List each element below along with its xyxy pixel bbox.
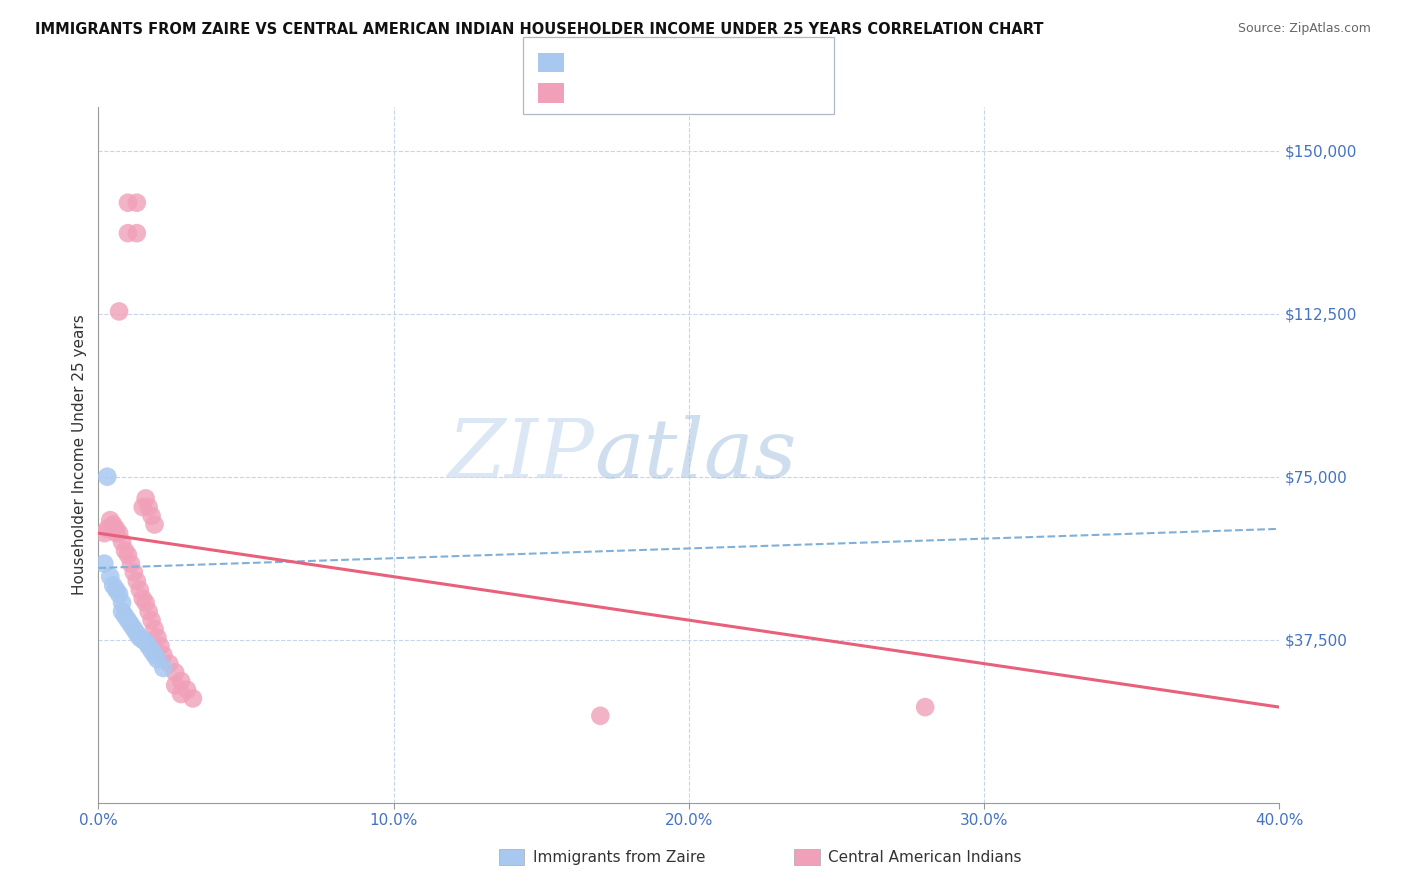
Text: 36: 36: [716, 87, 735, 101]
Point: [170, 674, 193, 689]
Point: [138, 605, 160, 619]
Point: [138, 639, 160, 653]
Text: R =: R =: [575, 87, 606, 101]
Point: [114, 543, 136, 558]
Point: [122, 622, 145, 636]
Text: N =: N =: [676, 87, 709, 101]
Point: [589, 708, 612, 723]
Point: [108, 526, 131, 541]
Text: IMMIGRANTS FROM ZAIRE VS CENTRAL AMERICAN INDIAN HOUSEHOLDER INCOME UNDER 25 YEA: IMMIGRANTS FROM ZAIRE VS CENTRAL AMERICA…: [35, 22, 1043, 37]
Point: [111, 596, 134, 610]
Point: [128, 631, 150, 645]
Point: [143, 622, 166, 636]
Point: [152, 648, 174, 662]
Point: [914, 700, 936, 714]
Text: atlas: atlas: [595, 415, 797, 495]
Point: [103, 517, 125, 532]
Text: Central American Indians: Central American Indians: [828, 850, 1022, 864]
Point: [98, 513, 121, 527]
Point: [132, 632, 155, 647]
Point: [93, 557, 115, 571]
Point: [165, 665, 187, 680]
Point: [146, 652, 169, 666]
Point: [143, 648, 166, 662]
Point: [152, 661, 174, 675]
Point: [117, 548, 139, 562]
Point: [117, 226, 139, 240]
Point: [96, 469, 118, 483]
Point: [105, 522, 128, 536]
Point: [132, 500, 155, 514]
Point: [146, 631, 169, 645]
Point: [108, 587, 131, 601]
Point: [157, 657, 180, 671]
Point: [141, 508, 163, 523]
Point: [108, 304, 131, 318]
Point: [125, 226, 148, 240]
Point: [138, 500, 160, 514]
Point: [181, 691, 204, 706]
Point: [98, 570, 121, 584]
Text: R =: R =: [575, 56, 606, 71]
Point: [141, 613, 163, 627]
Point: [135, 491, 157, 506]
Point: [96, 522, 118, 536]
Point: [141, 643, 163, 657]
Point: [143, 517, 166, 532]
Point: [125, 195, 148, 210]
Point: [114, 608, 136, 623]
Point: [111, 535, 134, 549]
Point: [135, 635, 157, 649]
Text: ZIP: ZIP: [447, 415, 595, 495]
Point: [128, 582, 150, 597]
Point: [120, 617, 142, 632]
Text: 21: 21: [716, 56, 735, 71]
Point: [176, 682, 198, 697]
Text: N =: N =: [676, 56, 709, 71]
Point: [149, 639, 172, 653]
Y-axis label: Householder Income Under 25 years: Householder Income Under 25 years: [72, 315, 87, 595]
Point: [135, 596, 157, 610]
Point: [125, 626, 148, 640]
Point: [132, 591, 155, 606]
Point: [170, 687, 193, 701]
Point: [111, 605, 134, 619]
Point: [105, 526, 128, 541]
Point: [125, 574, 148, 588]
Point: [120, 557, 142, 571]
Point: [105, 582, 128, 597]
Text: 0.017: 0.017: [617, 56, 664, 71]
Text: Source: ZipAtlas.com: Source: ZipAtlas.com: [1237, 22, 1371, 36]
Point: [117, 195, 139, 210]
Point: [122, 566, 145, 580]
Point: [93, 526, 115, 541]
Point: [165, 678, 187, 692]
Text: -0.235: -0.235: [617, 87, 669, 101]
Point: [117, 613, 139, 627]
Point: [103, 578, 125, 592]
Text: Immigrants from Zaire: Immigrants from Zaire: [533, 850, 706, 864]
